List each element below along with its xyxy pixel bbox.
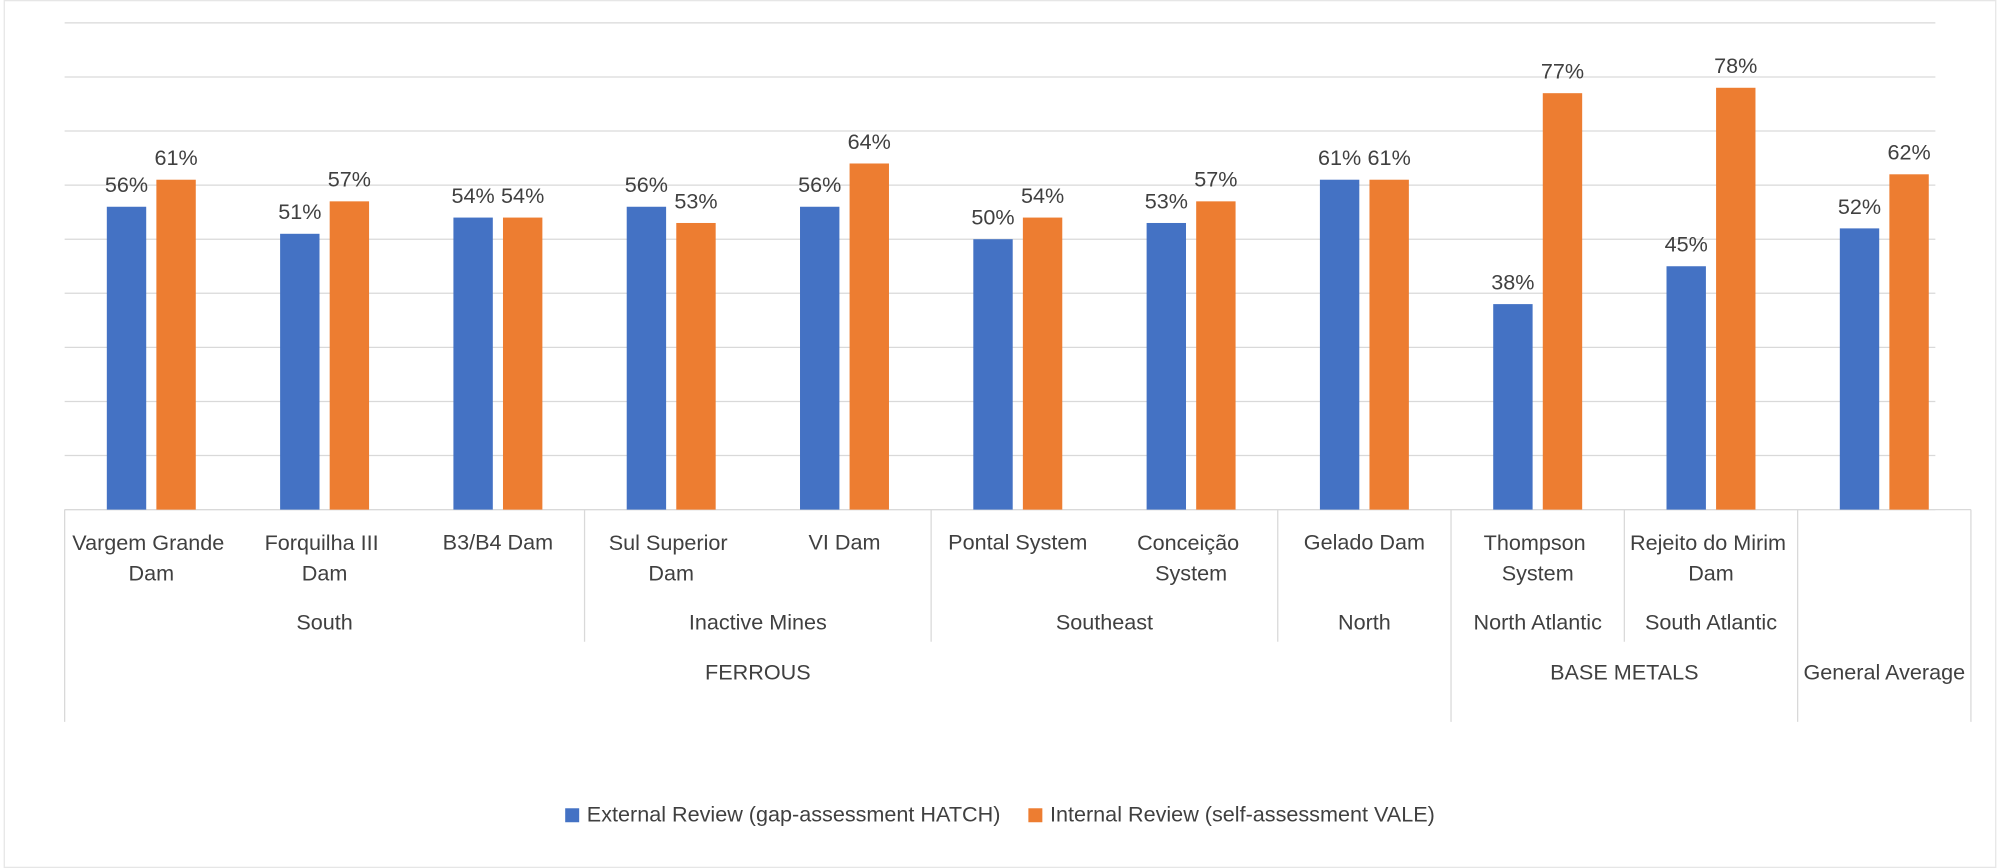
data-label: 61% [154,145,197,170]
region-label: Southeast [1056,610,1153,635]
bar [1369,179,1409,510]
x-tick-label: Sul Superior Dam [609,530,734,586]
x-tick-label: Vargem Grande Dam [72,530,230,586]
data-label: 54% [1021,183,1064,208]
bar [1839,228,1880,510]
bar [626,206,667,510]
bar [329,201,370,510]
bar [1542,93,1583,510]
data-label: 54% [501,183,544,208]
region-label: South Atlantic [1645,610,1777,635]
data-label: 52% [1838,194,1881,219]
data-label: 62% [1887,140,1930,165]
bar [973,239,1013,510]
data-label: 61% [1318,145,1361,170]
data-label: 78% [1714,53,1757,78]
division-label: General Average [1803,659,1965,684]
data-label: 53% [1145,188,1188,213]
bar [106,206,147,510]
x-tick-label: Forquilha III Dam [265,530,385,586]
region-label: Inactive Mines [689,610,827,635]
legend-swatch [1028,808,1043,823]
division-label: BASE METALS [1550,659,1698,684]
data-label: 38% [1491,269,1534,294]
division-label: FERROUS [705,659,811,684]
bar [676,222,716,510]
bar [280,233,320,510]
data-label: 45% [1665,232,1708,257]
bar [1022,217,1063,510]
x-tick-label: B3/B4 Dam [443,530,553,555]
data-label: 57% [1194,167,1237,192]
bar [156,179,196,510]
bar [1716,87,1756,510]
bar [1196,201,1236,510]
legend-label: External Review (gap-assessment HATCH) [587,802,1001,827]
bar [502,217,543,510]
data-label: 50% [971,205,1014,230]
x-tick-label: VI Dam [808,530,880,555]
data-label: 54% [451,183,494,208]
region-label: North [1338,610,1391,635]
bar [1493,304,1533,510]
x-tick-label: Conceição System [1137,530,1245,586]
data-label: 53% [674,188,717,213]
data-label: 64% [848,129,891,154]
bar [453,217,493,510]
chart-border [3,0,1997,868]
data-label: 77% [1541,59,1584,84]
bar [800,206,840,510]
legend: External Review (gap-assessment HATCH) In… [565,802,1435,827]
region-label: North Atlantic [1473,610,1602,635]
legend-swatch [565,808,580,823]
region-label: South [296,610,352,635]
data-label: 56% [105,172,148,197]
data-label: 61% [1368,145,1411,170]
bar [1666,266,1706,510]
x-tick-label: Rejeito do Mirim Dam [1630,530,1792,586]
x-tick-label: Gelado Dam [1304,530,1425,555]
legend-label: Internal Review (self-assessment VALE) [1050,802,1435,827]
bar [1146,222,1187,510]
data-label: 51% [278,199,321,224]
x-tick-label: Thompson System [1484,530,1592,586]
bar [1319,179,1360,510]
data-label: 56% [625,172,668,197]
data-label: 57% [328,167,371,192]
bar [1889,174,1929,510]
data-label: 56% [798,172,841,197]
x-tick-label: Pontal System [948,530,1087,555]
bar [849,163,889,510]
